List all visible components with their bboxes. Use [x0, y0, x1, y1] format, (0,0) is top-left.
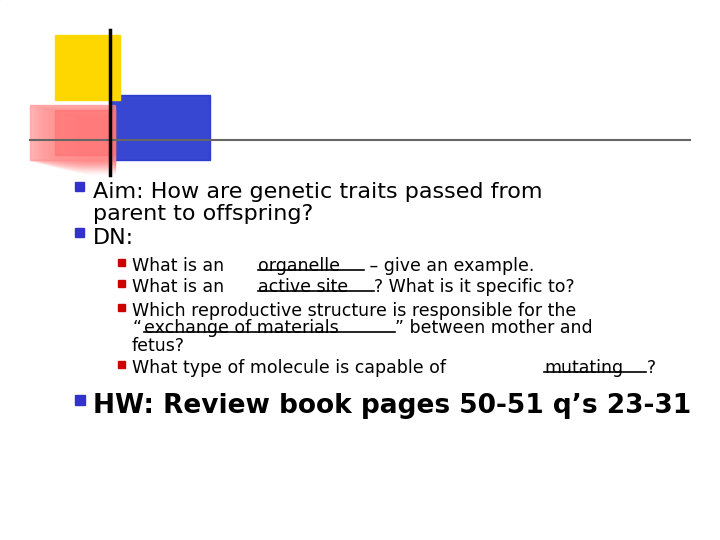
- Bar: [34, 106, 115, 161]
- Text: Aim: How are genetic traits passed from: Aim: How are genetic traits passed from: [93, 182, 542, 202]
- Text: exchange of materials: exchange of materials: [143, 319, 338, 338]
- Bar: [118, 280, 125, 287]
- Bar: [84, 118, 115, 173]
- Bar: [68, 114, 115, 170]
- Bar: [110, 95, 210, 160]
- Bar: [80, 118, 115, 172]
- Bar: [54, 111, 115, 166]
- Bar: [42, 108, 115, 163]
- Bar: [86, 119, 115, 174]
- Text: ” between mother and: ” between mother and: [395, 319, 593, 338]
- Bar: [72, 116, 115, 171]
- Bar: [62, 113, 115, 168]
- Bar: [50, 110, 115, 165]
- Bar: [70, 115, 115, 170]
- Bar: [32, 105, 115, 160]
- Text: HW: Review book pages 50-51 q’s 23-31: HW: Review book pages 50-51 q’s 23-31: [93, 394, 691, 420]
- Bar: [75, 228, 84, 238]
- Bar: [118, 361, 125, 368]
- Bar: [76, 117, 115, 172]
- Text: ? What is it specific to?: ? What is it specific to?: [374, 278, 575, 296]
- Bar: [88, 119, 115, 174]
- Bar: [36, 106, 115, 161]
- Bar: [118, 304, 125, 311]
- Bar: [82, 118, 115, 173]
- Text: ?: ?: [647, 359, 655, 377]
- Text: organelle: organelle: [258, 257, 340, 275]
- Bar: [60, 112, 115, 167]
- Bar: [118, 259, 125, 266]
- Text: Which reproductive structure is responsible for the: Which reproductive structure is responsi…: [132, 302, 576, 320]
- Bar: [55, 35, 120, 100]
- Bar: [38, 107, 115, 162]
- Text: parent to offspring?: parent to offspring?: [93, 204, 313, 224]
- Text: fetus?: fetus?: [132, 336, 185, 355]
- Bar: [52, 111, 115, 165]
- Text: What is an: What is an: [132, 257, 230, 275]
- Text: – give an example.: – give an example.: [364, 257, 534, 275]
- Bar: [75, 182, 84, 191]
- Text: “: “: [132, 319, 141, 338]
- Bar: [78, 117, 115, 172]
- Bar: [75, 395, 85, 406]
- Bar: [30, 105, 115, 160]
- Bar: [56, 111, 115, 166]
- Bar: [58, 112, 115, 167]
- Bar: [55, 110, 115, 155]
- Text: What type of molecule is capable of: What type of molecule is capable of: [132, 359, 451, 377]
- Text: DN:: DN:: [93, 228, 134, 248]
- Bar: [44, 109, 115, 164]
- Bar: [66, 114, 115, 169]
- Bar: [40, 107, 115, 163]
- Bar: [48, 110, 115, 165]
- Bar: [30, 105, 115, 160]
- Text: active site: active site: [258, 278, 348, 296]
- Text: What is an: What is an: [132, 278, 230, 296]
- Text: mutating: mutating: [544, 359, 624, 377]
- Bar: [74, 116, 115, 171]
- Bar: [64, 113, 115, 168]
- Bar: [46, 109, 115, 164]
